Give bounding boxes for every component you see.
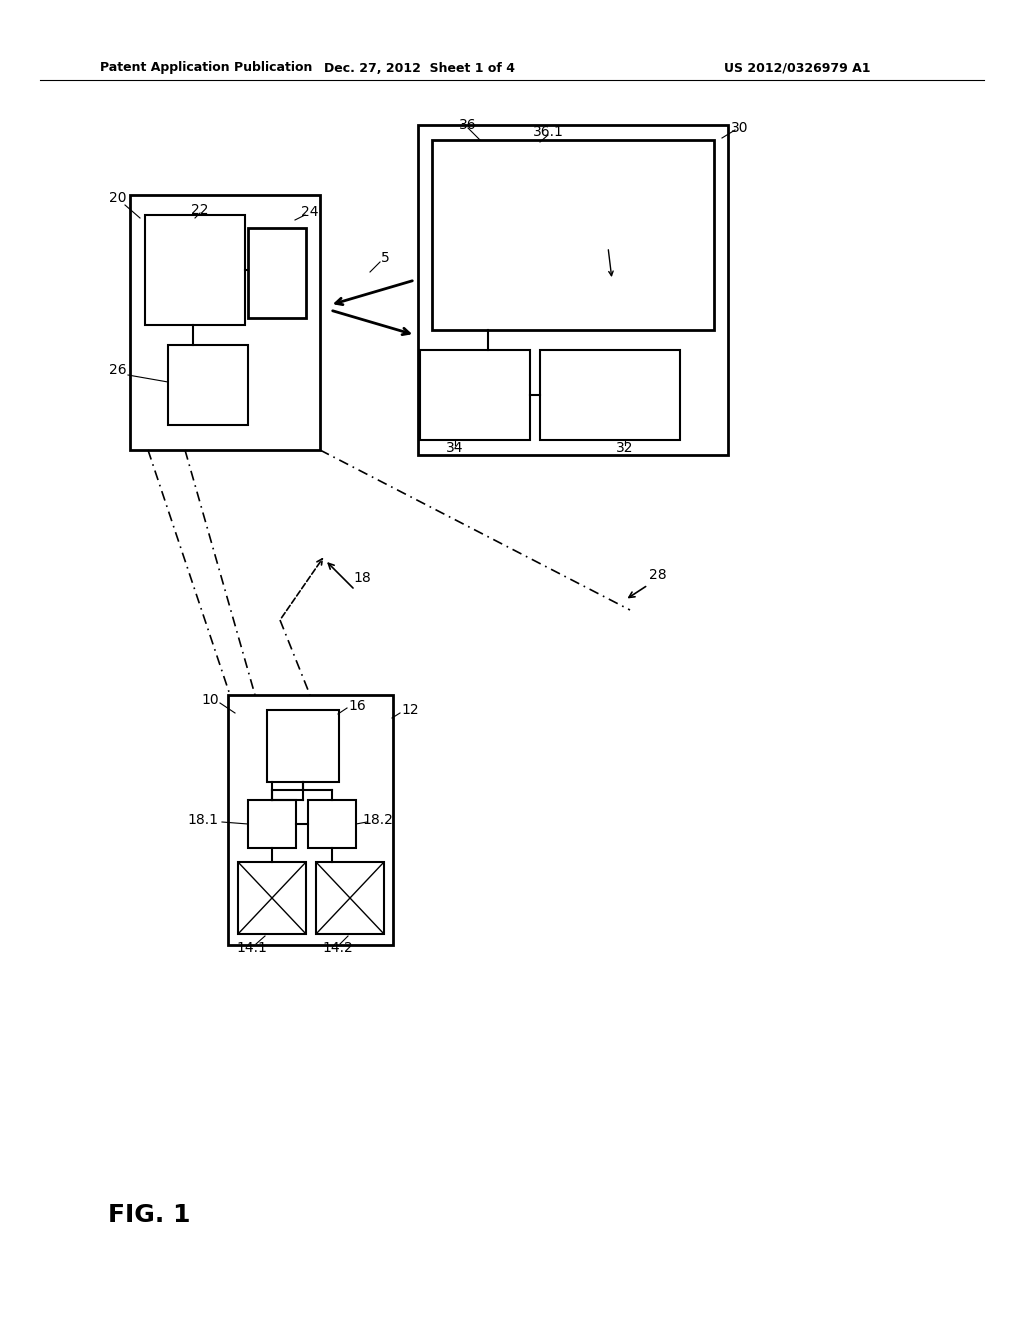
Bar	[540, 350, 680, 440]
Text: 10: 10	[201, 693, 219, 708]
Bar	[145, 215, 245, 325]
Text: 12: 12	[401, 704, 419, 717]
Text: 26: 26	[110, 363, 127, 378]
Text: 18.2: 18.2	[362, 813, 393, 828]
Text: 36: 36	[459, 117, 477, 132]
Bar	[308, 800, 356, 847]
Bar	[418, 125, 728, 455]
Text: 18.1: 18.1	[187, 813, 218, 828]
Text: 24: 24	[301, 205, 318, 219]
Text: 5: 5	[381, 251, 389, 265]
Text: 14.2: 14.2	[323, 941, 353, 954]
Text: Patent Application Publication: Patent Application Publication	[100, 62, 312, 74]
Text: 28: 28	[649, 568, 667, 582]
Text: FIG. 1: FIG. 1	[108, 1203, 190, 1228]
Bar	[248, 228, 306, 318]
Text: 16: 16	[348, 700, 366, 713]
Text: 18: 18	[353, 572, 371, 585]
Text: 34: 34	[446, 441, 464, 455]
Bar	[228, 696, 393, 945]
Text: 30: 30	[731, 121, 749, 135]
Text: 20: 20	[110, 191, 127, 205]
Bar	[248, 800, 296, 847]
Bar	[238, 862, 306, 935]
Text: 14.1: 14.1	[237, 941, 267, 954]
Text: 22: 22	[191, 203, 209, 216]
Text: 36.1: 36.1	[532, 125, 563, 139]
Bar	[168, 345, 248, 425]
Text: Dec. 27, 2012  Sheet 1 of 4: Dec. 27, 2012 Sheet 1 of 4	[325, 62, 515, 74]
Bar	[267, 710, 339, 781]
Bar	[316, 862, 384, 935]
Text: 32: 32	[616, 441, 634, 455]
Bar	[420, 350, 530, 440]
Bar	[432, 140, 714, 330]
Bar	[130, 195, 319, 450]
Text: US 2012/0326979 A1: US 2012/0326979 A1	[724, 62, 870, 74]
